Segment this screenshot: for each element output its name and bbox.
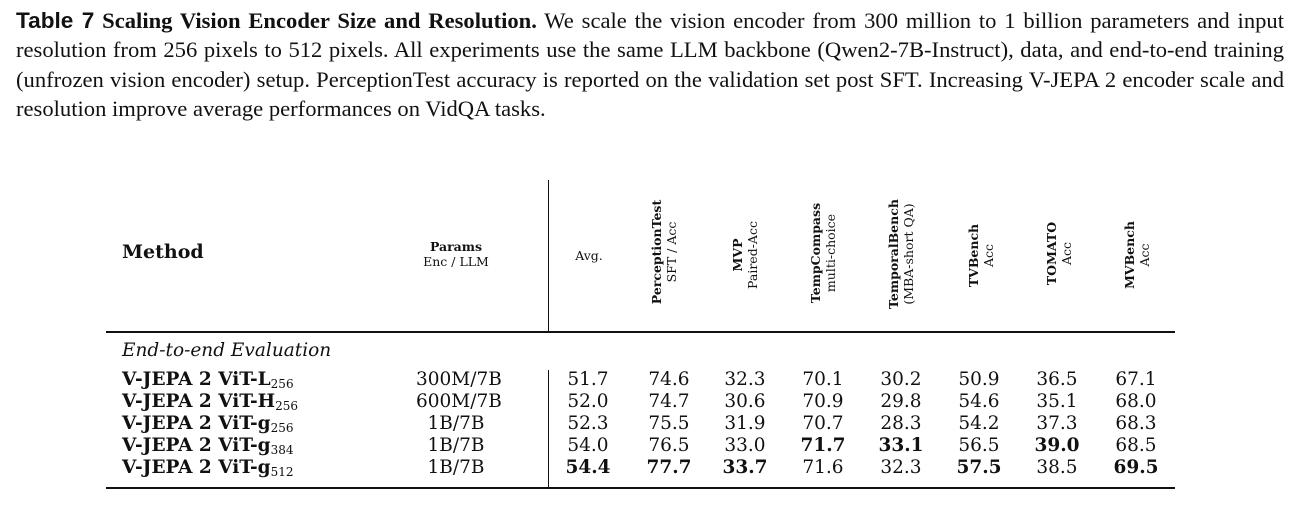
method-cell: V-JEPA 2 ViT-L256 bbox=[122, 369, 294, 391]
tomato-cell: 38.5 bbox=[1036, 457, 1078, 478]
params-subtitle: Enc / LLM bbox=[423, 254, 489, 269]
tomato-cell: 35.1 bbox=[1036, 391, 1078, 412]
perceptiontest-cell: 75.5 bbox=[648, 413, 690, 434]
temporalbench-cell: 32.3 bbox=[880, 457, 922, 478]
column-header-tomato: TOMATO Acc bbox=[1044, 221, 1074, 286]
column-header-mvbench: MVBench Acc bbox=[1122, 221, 1152, 289]
mvbench-cell: 68.3 bbox=[1115, 413, 1157, 434]
table-caption: Table 7 Scaling Vision Encoder Size and … bbox=[16, 6, 1284, 124]
mvp-cell: 33.7 bbox=[722, 457, 768, 478]
params-cell: 600M/7B bbox=[416, 391, 502, 412]
params-cell: 300M/7B bbox=[416, 369, 502, 390]
mvp-cell: 30.6 bbox=[724, 391, 766, 412]
body-vertical-rule bbox=[548, 370, 549, 487]
temporalbench-cell: 30.2 bbox=[880, 369, 922, 390]
header-rule bbox=[106, 331, 1175, 333]
table-row: V-JEPA 2 ViT-L256 300M/7B 51.7 74.6 32.3… bbox=[0, 369, 1298, 391]
avg-cell: 54.0 bbox=[567, 435, 609, 456]
tempcompass-cell: 70.7 bbox=[802, 413, 844, 434]
mvbench-cell: 68.0 bbox=[1115, 391, 1157, 412]
avg-cell: 52.3 bbox=[567, 413, 609, 434]
method-cell: V-JEPA 2 ViT-g384 bbox=[122, 435, 294, 457]
tempcompass-cell: 70.1 bbox=[802, 369, 844, 390]
tomato-cell: 36.5 bbox=[1036, 369, 1078, 390]
tvbench-cell: 57.5 bbox=[956, 457, 1002, 478]
avg-cell: 51.7 bbox=[567, 369, 609, 390]
column-header-tvbench: TVBench Acc bbox=[966, 223, 996, 288]
perceptiontest-cell: 74.6 bbox=[648, 369, 690, 390]
temporalbench-cell: 33.1 bbox=[878, 435, 924, 456]
perceptiontest-cell: 77.7 bbox=[646, 457, 692, 478]
column-header-params: Params Enc / LLM bbox=[404, 239, 508, 269]
column-header-perceptiontest: PerceptionTest SFT / Acc bbox=[649, 199, 679, 305]
mvp-cell: 32.3 bbox=[724, 369, 766, 390]
column-header-tempcompass: TempCompass multi-choice bbox=[808, 202, 838, 304]
params-cell: 1B/7B bbox=[427, 435, 485, 456]
mvbench-cell: 67.1 bbox=[1115, 369, 1157, 390]
header-vertical-rule bbox=[548, 180, 549, 331]
temporalbench-cell: 28.3 bbox=[880, 413, 922, 434]
tomato-cell: 37.3 bbox=[1036, 413, 1078, 434]
avg-cell: 54.4 bbox=[565, 457, 611, 478]
mvp-cell: 31.9 bbox=[724, 413, 766, 434]
perceptiontest-cell: 76.5 bbox=[648, 435, 690, 456]
tomato-cell: 39.0 bbox=[1034, 435, 1080, 456]
tempcompass-cell: 71.7 bbox=[800, 435, 846, 456]
section-label: End-to-end Evaluation bbox=[122, 340, 332, 361]
table-row: V-JEPA 2 ViT-g384 1B/7B 54.0 76.5 33.0 7… bbox=[0, 435, 1298, 457]
method-cell: V-JEPA 2 ViT-H256 bbox=[122, 391, 299, 413]
params-cell: 1B/7B bbox=[427, 413, 485, 434]
mvp-cell: 33.0 bbox=[724, 435, 766, 456]
tvbench-cell: 54.6 bbox=[958, 391, 1000, 412]
mvbench-cell: 69.5 bbox=[1113, 457, 1159, 478]
avg-cell: 52.0 bbox=[567, 391, 609, 412]
temporalbench-cell: 29.8 bbox=[880, 391, 922, 412]
params-title: Params bbox=[429, 239, 483, 254]
tvbench-cell: 56.5 bbox=[958, 435, 1000, 456]
perceptiontest-cell: 74.7 bbox=[648, 391, 690, 412]
method-cell: V-JEPA 2 ViT-g256 bbox=[122, 413, 294, 435]
column-header-mvp: MVP Paired-Acc bbox=[730, 221, 760, 289]
bottom-rule bbox=[106, 487, 1175, 489]
tvbench-cell: 54.2 bbox=[958, 413, 1000, 434]
tempcompass-cell: 71.6 bbox=[802, 457, 844, 478]
table-label: Table 7 bbox=[16, 8, 95, 33]
params-cell: 1B/7B bbox=[427, 457, 485, 478]
column-header-method: Method bbox=[122, 241, 204, 263]
table-row: V-JEPA 2 ViT-g256 1B/7B 52.3 75.5 31.9 7… bbox=[0, 413, 1298, 435]
caption-text: We scale the vision encoder from 300 mil… bbox=[16, 8, 1284, 122]
table-row: V-JEPA 2 ViT-H256 600M/7B 52.0 74.7 30.6… bbox=[0, 391, 1298, 413]
method-cell: V-JEPA 2 ViT-g512 bbox=[122, 457, 294, 479]
column-header-avg: Avg. bbox=[575, 248, 603, 263]
column-header-temporalbench: TemporalBench (MBA-short QA) bbox=[886, 199, 916, 309]
tempcompass-cell: 70.9 bbox=[802, 391, 844, 412]
table-title: Scaling Vision Encoder Size and Resoluti… bbox=[102, 8, 537, 33]
table-row: V-JEPA 2 ViT-g512 1B/7B 54.4 77.7 33.7 7… bbox=[0, 457, 1298, 479]
tvbench-cell: 50.9 bbox=[958, 369, 1000, 390]
mvbench-cell: 68.5 bbox=[1115, 435, 1157, 456]
